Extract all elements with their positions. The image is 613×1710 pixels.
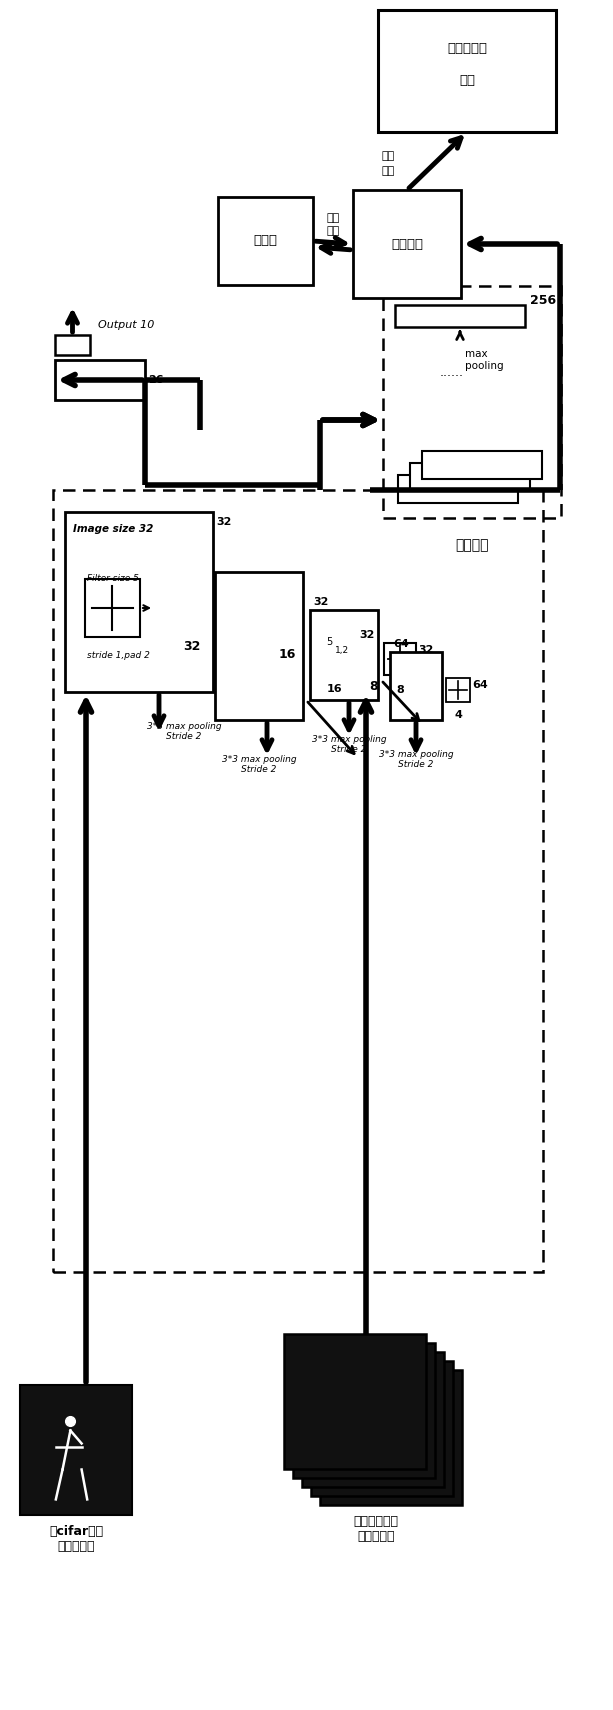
- Text: Filter size 5: Filter size 5: [87, 575, 139, 583]
- FancyBboxPatch shape: [310, 610, 378, 699]
- FancyBboxPatch shape: [378, 10, 556, 132]
- Text: 32: 32: [313, 597, 329, 607]
- FancyBboxPatch shape: [284, 1334, 426, 1469]
- Text: ......: ......: [440, 366, 464, 378]
- Text: 库上预训练: 库上预训练: [57, 1541, 95, 1553]
- Text: 16: 16: [279, 648, 296, 662]
- Text: 误差: 误差: [382, 166, 395, 176]
- Text: max
pooling: max pooling: [465, 349, 504, 371]
- FancyBboxPatch shape: [218, 197, 313, 286]
- Text: 事件库: 事件库: [254, 234, 278, 248]
- Text: 在cifar数据: 在cifar数据: [49, 1525, 103, 1537]
- FancyBboxPatch shape: [410, 463, 530, 491]
- FancyBboxPatch shape: [422, 451, 542, 479]
- FancyBboxPatch shape: [353, 190, 461, 298]
- Text: 提取视频中帧: 提取视频中帧: [354, 1515, 398, 1529]
- FancyBboxPatch shape: [320, 1370, 462, 1505]
- FancyBboxPatch shape: [293, 1342, 435, 1477]
- Text: 32: 32: [418, 645, 433, 655]
- Text: 32: 32: [184, 640, 201, 653]
- Text: 26: 26: [148, 374, 164, 385]
- Text: 3*3 max pooling
Stride 2: 3*3 max pooling Stride 2: [147, 722, 221, 742]
- FancyBboxPatch shape: [20, 1385, 132, 1515]
- Text: 显示为异常: 显示为异常: [447, 43, 487, 55]
- FancyBboxPatch shape: [398, 475, 518, 503]
- FancyBboxPatch shape: [390, 652, 442, 720]
- Text: 图像的特征: 图像的特征: [357, 1530, 395, 1542]
- Text: Output 10: Output 10: [98, 320, 154, 330]
- Text: 视频表达: 视频表达: [455, 539, 489, 552]
- Text: 事件重建: 事件重建: [391, 238, 423, 250]
- FancyBboxPatch shape: [384, 643, 416, 675]
- FancyBboxPatch shape: [313, 628, 357, 672]
- Text: 3*3 max pooling
Stride 2: 3*3 max pooling Stride 2: [311, 735, 386, 754]
- FancyBboxPatch shape: [215, 573, 303, 720]
- Text: Image size 32: Image size 32: [73, 523, 153, 534]
- FancyBboxPatch shape: [55, 361, 145, 400]
- Text: 3*3 max pooling
Stride 2: 3*3 max pooling Stride 2: [379, 751, 453, 770]
- FancyBboxPatch shape: [446, 677, 470, 703]
- FancyBboxPatch shape: [55, 335, 90, 356]
- Text: 16: 16: [327, 684, 343, 694]
- Text: 3*3 max pooling
Stride 2: 3*3 max pooling Stride 2: [222, 756, 296, 775]
- Text: 64: 64: [472, 681, 488, 691]
- Text: 事件: 事件: [459, 75, 475, 87]
- FancyBboxPatch shape: [65, 511, 213, 693]
- Text: 8: 8: [396, 686, 404, 694]
- Text: 4: 4: [454, 710, 462, 720]
- Text: 重建: 重建: [382, 150, 395, 161]
- Text: 32: 32: [359, 629, 375, 640]
- Text: 稀疏: 稀疏: [326, 214, 340, 222]
- Text: 256: 256: [530, 294, 556, 308]
- Text: 64: 64: [393, 640, 409, 650]
- FancyBboxPatch shape: [395, 304, 525, 327]
- Text: 32: 32: [216, 516, 231, 527]
- Text: 5: 5: [326, 638, 332, 646]
- Text: 8: 8: [370, 679, 378, 693]
- FancyBboxPatch shape: [85, 580, 140, 638]
- FancyBboxPatch shape: [311, 1361, 453, 1496]
- Text: 表示: 表示: [326, 226, 340, 236]
- Text: stride 1,pad 2: stride 1,pad 2: [87, 652, 150, 660]
- Text: 1,2: 1,2: [335, 645, 349, 655]
- FancyBboxPatch shape: [302, 1353, 444, 1488]
